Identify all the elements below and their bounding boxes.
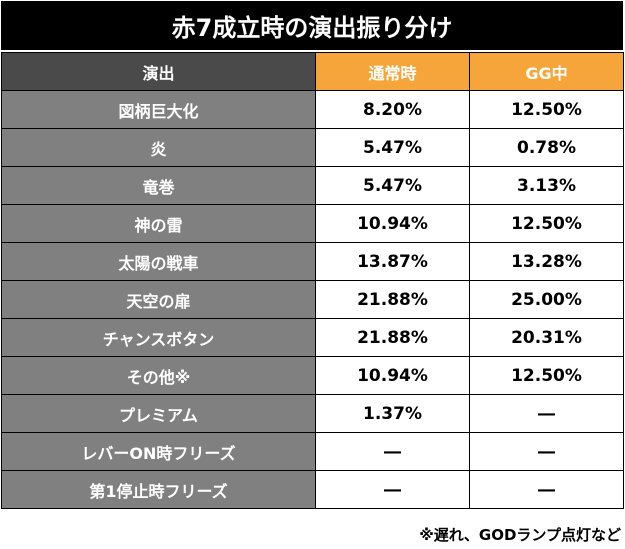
normal-value: 5.47% [315,166,470,205]
header-gg: GG中 [469,52,624,91]
gg-value: 12.50% [469,356,624,395]
gg-value: 0.78% [469,128,624,167]
normal-value: 13.87% [315,242,470,281]
normal-value: ― [315,470,470,509]
row-label: 太陽の戦車 [1,242,316,281]
row-label: 神の雷 [1,204,316,243]
normal-value: 21.88% [315,318,470,357]
normal-value: ― [315,432,470,471]
normal-value: 10.94% [315,204,470,243]
row-label: 天空の扉 [1,280,316,319]
table-row: 図柄巨大化 8.20% 12.50% [1,90,624,129]
normal-value: 8.20% [315,90,470,129]
distribution-table: 演出 通常時 GG中 図柄巨大化 8.20% 12.50% 炎 5.47% 0.… [1,52,624,509]
header-normal: 通常時 [315,52,470,91]
row-label: 竜巻 [1,166,316,205]
gg-value: 25.00% [469,280,624,319]
table-row: チャンスボタン 21.88% 20.31% [1,318,624,357]
table-row: 太陽の戦車 13.87% 13.28% [1,242,624,281]
table-row: プレミアム 1.37% ― [1,394,624,433]
header-row: 演出 通常時 GG中 [1,52,624,91]
row-label: レバーON時フリーズ [1,432,316,471]
row-label: その他※ [1,356,316,395]
gg-value: 3.13% [469,166,624,205]
table-row: 天空の扉 21.88% 25.00% [1,280,624,319]
table-title: 赤7成立時の演出振り分け [1,1,623,50]
table-row: その他※ 10.94% 12.50% [1,356,624,395]
table-row: 第1停止時フリーズ ― ― [1,470,624,509]
footnote: ※遅れ、GODランプ点灯など [419,526,621,544]
gg-value: 12.50% [469,90,624,129]
row-label: 第1停止時フリーズ [1,470,316,509]
table-row: レバーON時フリーズ ― ― [1,432,624,471]
header-effect: 演出 [1,52,316,91]
gg-value: ― [469,394,624,433]
gg-value: ― [469,432,624,471]
gg-value: 12.50% [469,204,624,243]
table-row: 神の雷 10.94% 12.50% [1,204,624,243]
row-label: プレミアム [1,394,316,433]
gg-value: 13.28% [469,242,624,281]
row-label: 図柄巨大化 [1,90,316,129]
row-label: 炎 [1,128,316,167]
gg-value: ― [469,470,624,509]
normal-value: 21.88% [315,280,470,319]
row-label: チャンスボタン [1,318,316,357]
gg-value: 20.31% [469,318,624,357]
normal-value: 5.47% [315,128,470,167]
normal-value: 1.37% [315,394,470,433]
table-row: 竜巻 5.47% 3.13% [1,166,624,205]
table-row: 炎 5.47% 0.78% [1,128,624,167]
normal-value: 10.94% [315,356,470,395]
